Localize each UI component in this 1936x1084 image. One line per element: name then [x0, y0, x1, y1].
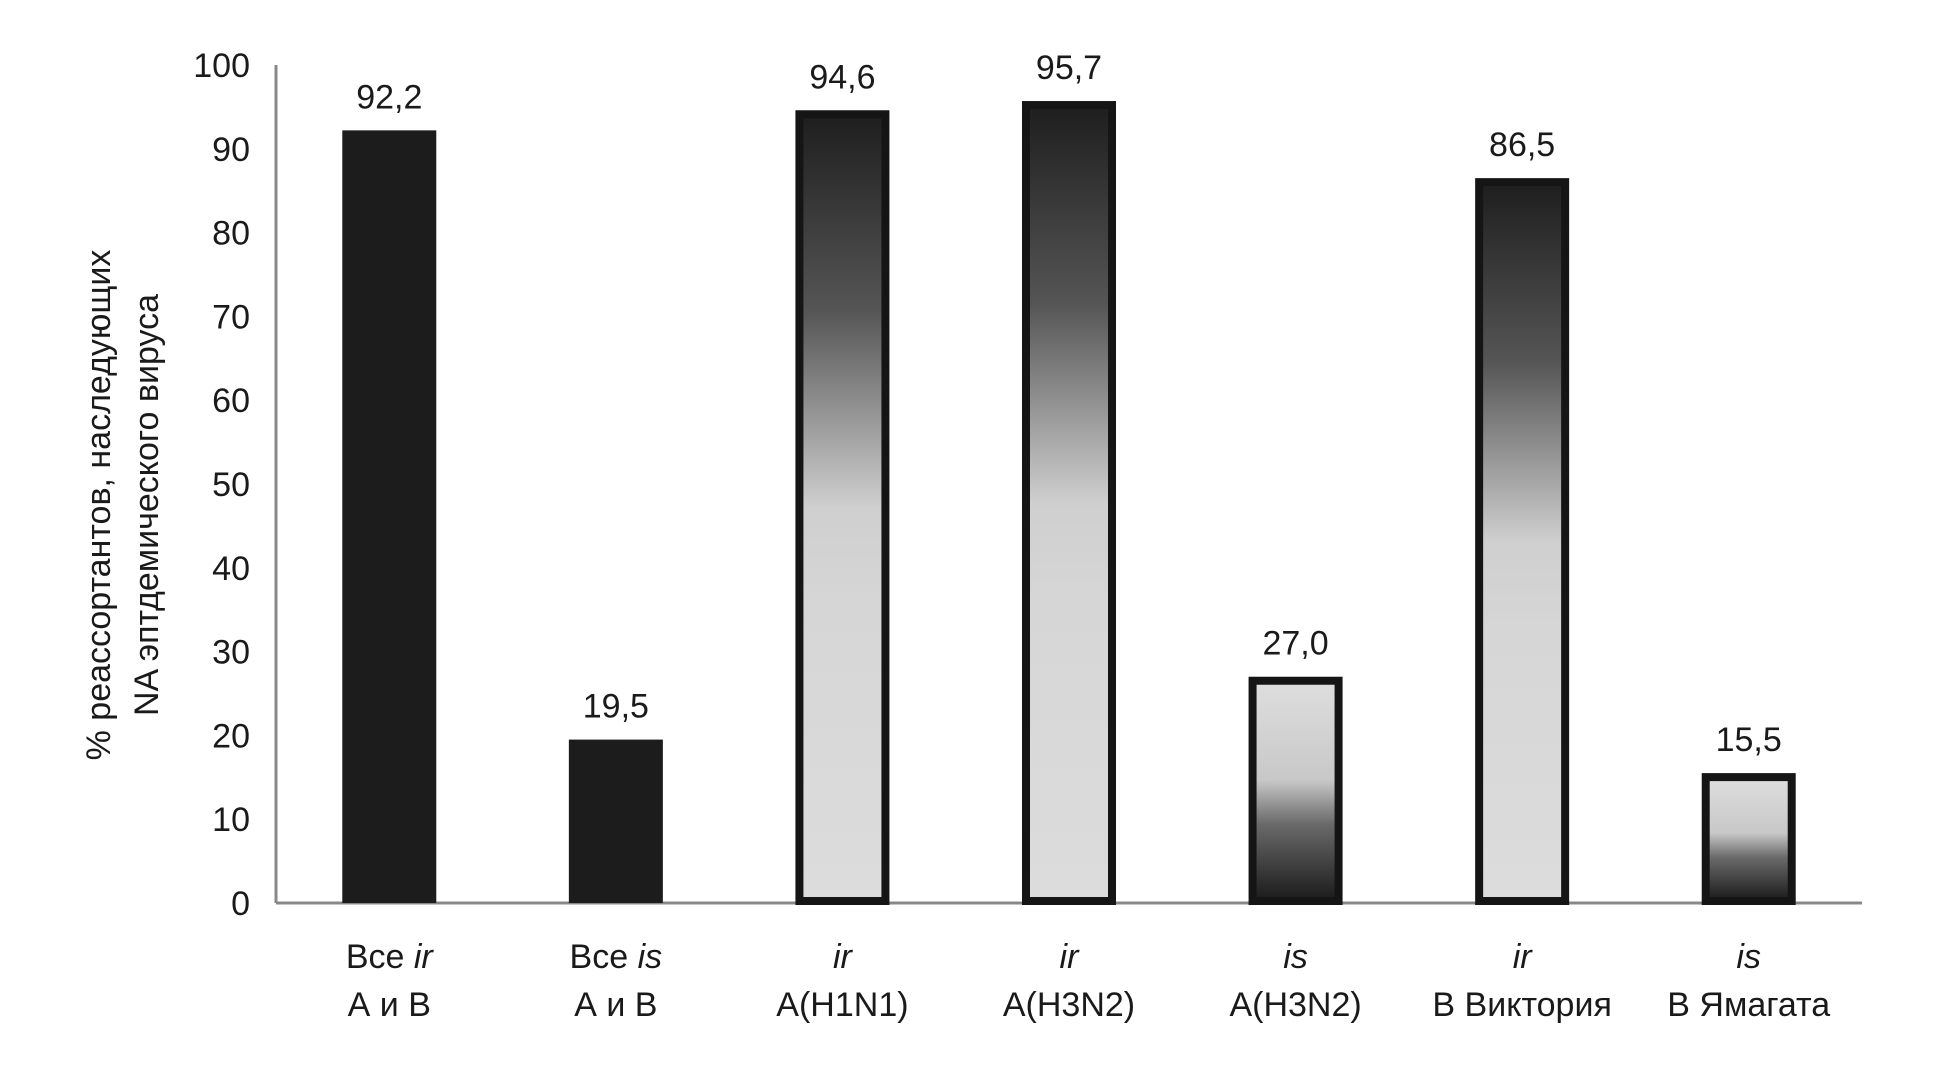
y-tick-label: 70: [212, 298, 250, 336]
x-tick-label-line1: Все is: [570, 938, 663, 976]
y-tick-label: 40: [212, 550, 250, 588]
x-tick-label-line2: В Виктория: [1432, 986, 1611, 1024]
category-type: ir: [414, 938, 435, 976]
y-tick-label: 50: [212, 466, 250, 504]
x-tick-label-line2: В Ямагата: [1667, 986, 1830, 1024]
data-label: 94,6: [809, 58, 875, 96]
data-label: 27,0: [1262, 625, 1328, 663]
y-tick-label: 60: [212, 382, 250, 420]
data-label: 19,5: [583, 688, 649, 726]
x-tick-label-line2: А(H3N2): [1003, 986, 1135, 1024]
x-tick-label-line1: ir: [1060, 938, 1081, 976]
bar: [568, 739, 663, 903]
y-tick-label: 20: [212, 717, 250, 755]
bar: [1701, 773, 1796, 905]
y-axis-label-line2: NA эптдемического вируса: [128, 294, 166, 716]
y-tick-label: 30: [212, 634, 250, 672]
data-label: 15,5: [1716, 721, 1782, 759]
category-type: ir: [1060, 938, 1081, 976]
bar: [1475, 178, 1570, 905]
bar: [1022, 101, 1116, 905]
x-tick-label-line1: ir: [833, 938, 854, 976]
x-tick-label-line1: Все ir: [346, 938, 435, 976]
x-tick-label-line1: is: [1283, 938, 1308, 976]
category-type: is: [1736, 938, 1761, 976]
bar: [342, 130, 437, 903]
data-label: 92,2: [356, 78, 422, 116]
bar: [1248, 676, 1343, 905]
y-tick-label: 0: [231, 885, 250, 923]
category-type: is: [1283, 938, 1308, 976]
x-tick-label-line2: А(H3N2): [1229, 986, 1361, 1024]
x-tick-label-line2: А и В: [574, 986, 657, 1024]
x-tick-label-line1: ir: [1513, 938, 1534, 976]
category-prefix: Все: [346, 938, 414, 976]
y-tick-label: 80: [212, 215, 250, 253]
category-prefix: Все: [570, 938, 638, 976]
data-label: 86,5: [1489, 126, 1555, 164]
x-tick-label-line1: is: [1736, 938, 1761, 976]
y-tick-label: 90: [212, 131, 250, 169]
y-axis-label-line1: % реассортантов, наследующих: [80, 250, 118, 761]
category-type: is: [638, 938, 663, 976]
bar: [795, 110, 890, 905]
x-tick-label-line2: А и В: [348, 986, 431, 1024]
y-tick-label: 100: [193, 47, 250, 85]
x-tick-label-line2: А(H1N1): [776, 986, 908, 1024]
data-label: 95,7: [1036, 49, 1102, 87]
y-tick-label: 10: [212, 801, 250, 839]
x-axis-labels: Все ir А и В Все is А и В ir А(H1N1) ir А(H3N2)…: [346, 938, 1830, 1024]
bars: 92,2 19,5 94,6 95,7 27,0 86,5 15,5: [342, 49, 1796, 905]
category-type: ir: [1513, 938, 1534, 976]
y-axis: 0 10 20 30 40 50 60 70 80 90 100: [193, 47, 1862, 923]
category-type: ir: [833, 938, 854, 976]
